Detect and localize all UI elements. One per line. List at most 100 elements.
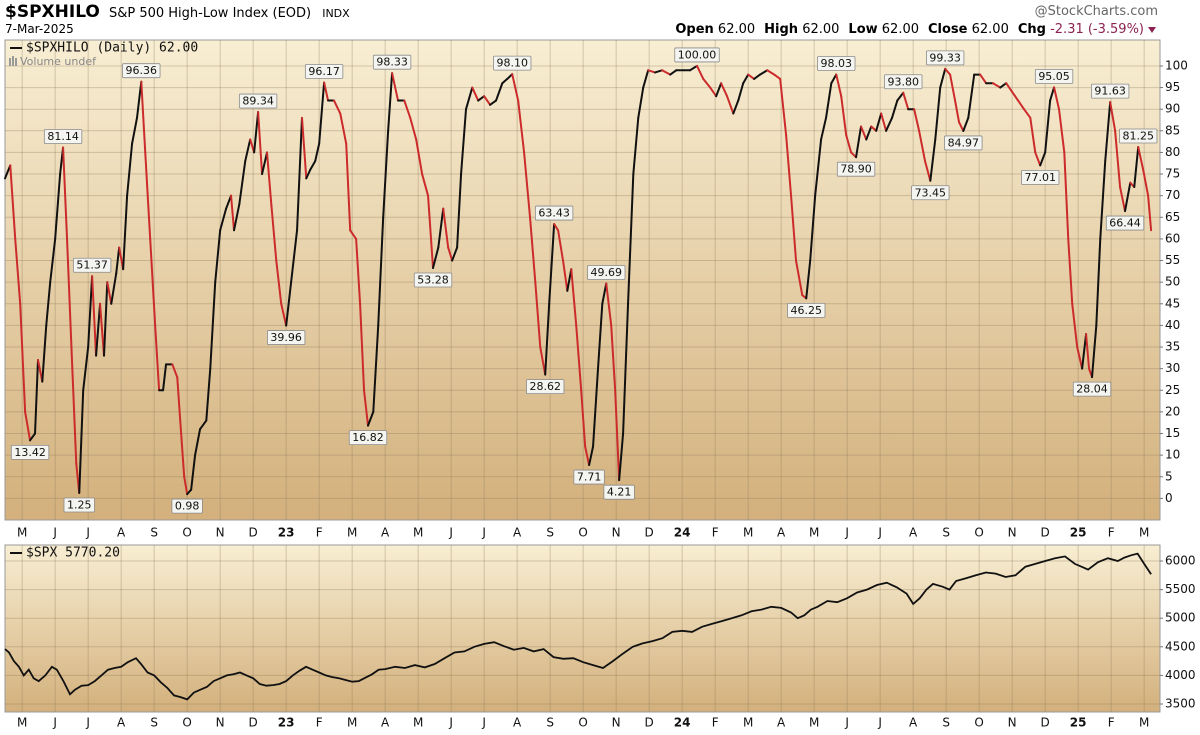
line-segment [726,95,735,115]
value-label: 28.04 [1072,381,1112,397]
x-tick-label: A [777,716,786,730]
line-segment [865,125,873,141]
y-tick-label: 5 [1165,469,1173,483]
line-segment [732,99,740,115]
line-segment [110,272,118,305]
line-segment [501,77,509,85]
quote-value: 62.00 [717,22,756,37]
line-segment [106,281,113,305]
line-segment [495,82,504,102]
x-tick-label: N [612,716,621,730]
x-tick-label: F [712,526,719,540]
line-segment [597,302,604,370]
chart-subtitle: S&P 500 High-Low Index (EOD) [108,6,312,21]
line-segment [1085,333,1091,370]
line-segment [1034,151,1042,167]
value-label-box [587,265,626,280]
value-label: 49.69 [587,265,626,280]
value-label-box [171,498,203,514]
x-tick-label: A [513,526,522,540]
line-segment [929,138,937,182]
line-segment [1071,302,1079,349]
x-tick-label: D [645,716,654,730]
line-segment [257,111,264,176]
line-segment [913,108,921,132]
value-label-box [493,55,532,71]
line-segment [709,86,718,98]
header: $SPXHILO S&P 500 High-Low Index (EOD) IN… [5,2,350,22]
line-segment [753,73,762,80]
quote-label: Chg [1017,22,1046,37]
line-segment [483,95,492,106]
line-segment [233,203,241,232]
value-label: 93.80 [884,74,923,90]
line-segment [661,69,672,76]
x-tick-label: F [712,716,719,730]
line-segment [199,419,208,431]
line-segment [814,138,823,197]
line-segment [126,142,134,197]
line-segment [54,173,62,240]
line-segment [720,82,729,98]
x-tick-label: D [249,526,258,540]
line-segment [825,82,833,119]
x-tick-label: N [1008,526,1017,540]
line-segment [19,302,27,413]
y-tick-label: 55 [1165,253,1180,267]
value-label-text: 81.14 [47,130,79,143]
line-segment [954,99,961,124]
value-label-box [1021,169,1060,185]
x-tick-label: 24 [674,716,691,730]
line-segment [622,302,630,435]
line-segment [773,73,782,80]
value-label-text: 96.17 [308,65,340,78]
line-segment [382,129,390,219]
line-segment [296,116,303,232]
value-label-box [372,54,412,70]
line-segment [403,99,412,119]
line-segment [359,302,366,392]
line-segment [962,116,970,132]
y-tick-label: 4500 [1165,639,1196,653]
value-label: 98.10 [493,55,532,71]
line-segment [958,121,965,132]
line-segment [49,237,57,284]
line-segment [333,99,342,115]
line-segment [759,69,769,76]
x-tick-label: D [249,716,258,730]
line-segment [1091,324,1098,379]
x-tick-label: F [316,526,323,540]
line-segment [618,432,625,482]
line-segment [489,99,498,106]
x-tick-label: M [809,526,819,540]
line-segment [244,138,252,163]
value-label: 91.63 [1091,83,1130,99]
value-label-text: 51.37 [76,259,108,272]
down-arrow [1148,27,1156,33]
line-segment [523,151,532,219]
value-label: 4.21 [603,484,635,500]
y-tick-label: 60 [1165,231,1180,245]
y-tick-label: 10 [1165,448,1180,462]
line-segment [742,73,750,85]
line-segment [62,146,69,240]
value-label: 81.14 [43,129,83,144]
x-tick-label: J [85,716,90,730]
line-segment [1005,82,1014,93]
x-tick-label: 25 [1070,716,1087,730]
x-tick-label: S [942,716,950,730]
x-tick-label: 23 [278,526,295,540]
x-tick-label: J [85,526,90,540]
line-segment [570,268,578,327]
x-tick-label: N [1008,716,1017,730]
line-segment [24,410,32,442]
quote-label: Low [848,22,878,37]
quote: Open 62.00 High 62.00 Low 62.00 Close 62.00… [666,22,1156,37]
line-segment [809,194,817,262]
value-label-box [238,93,278,109]
x-tick-label: J [844,716,849,730]
value-label: 63.43 [534,205,574,221]
line-segment [548,223,556,305]
value-label-text: 63.43 [538,207,570,220]
